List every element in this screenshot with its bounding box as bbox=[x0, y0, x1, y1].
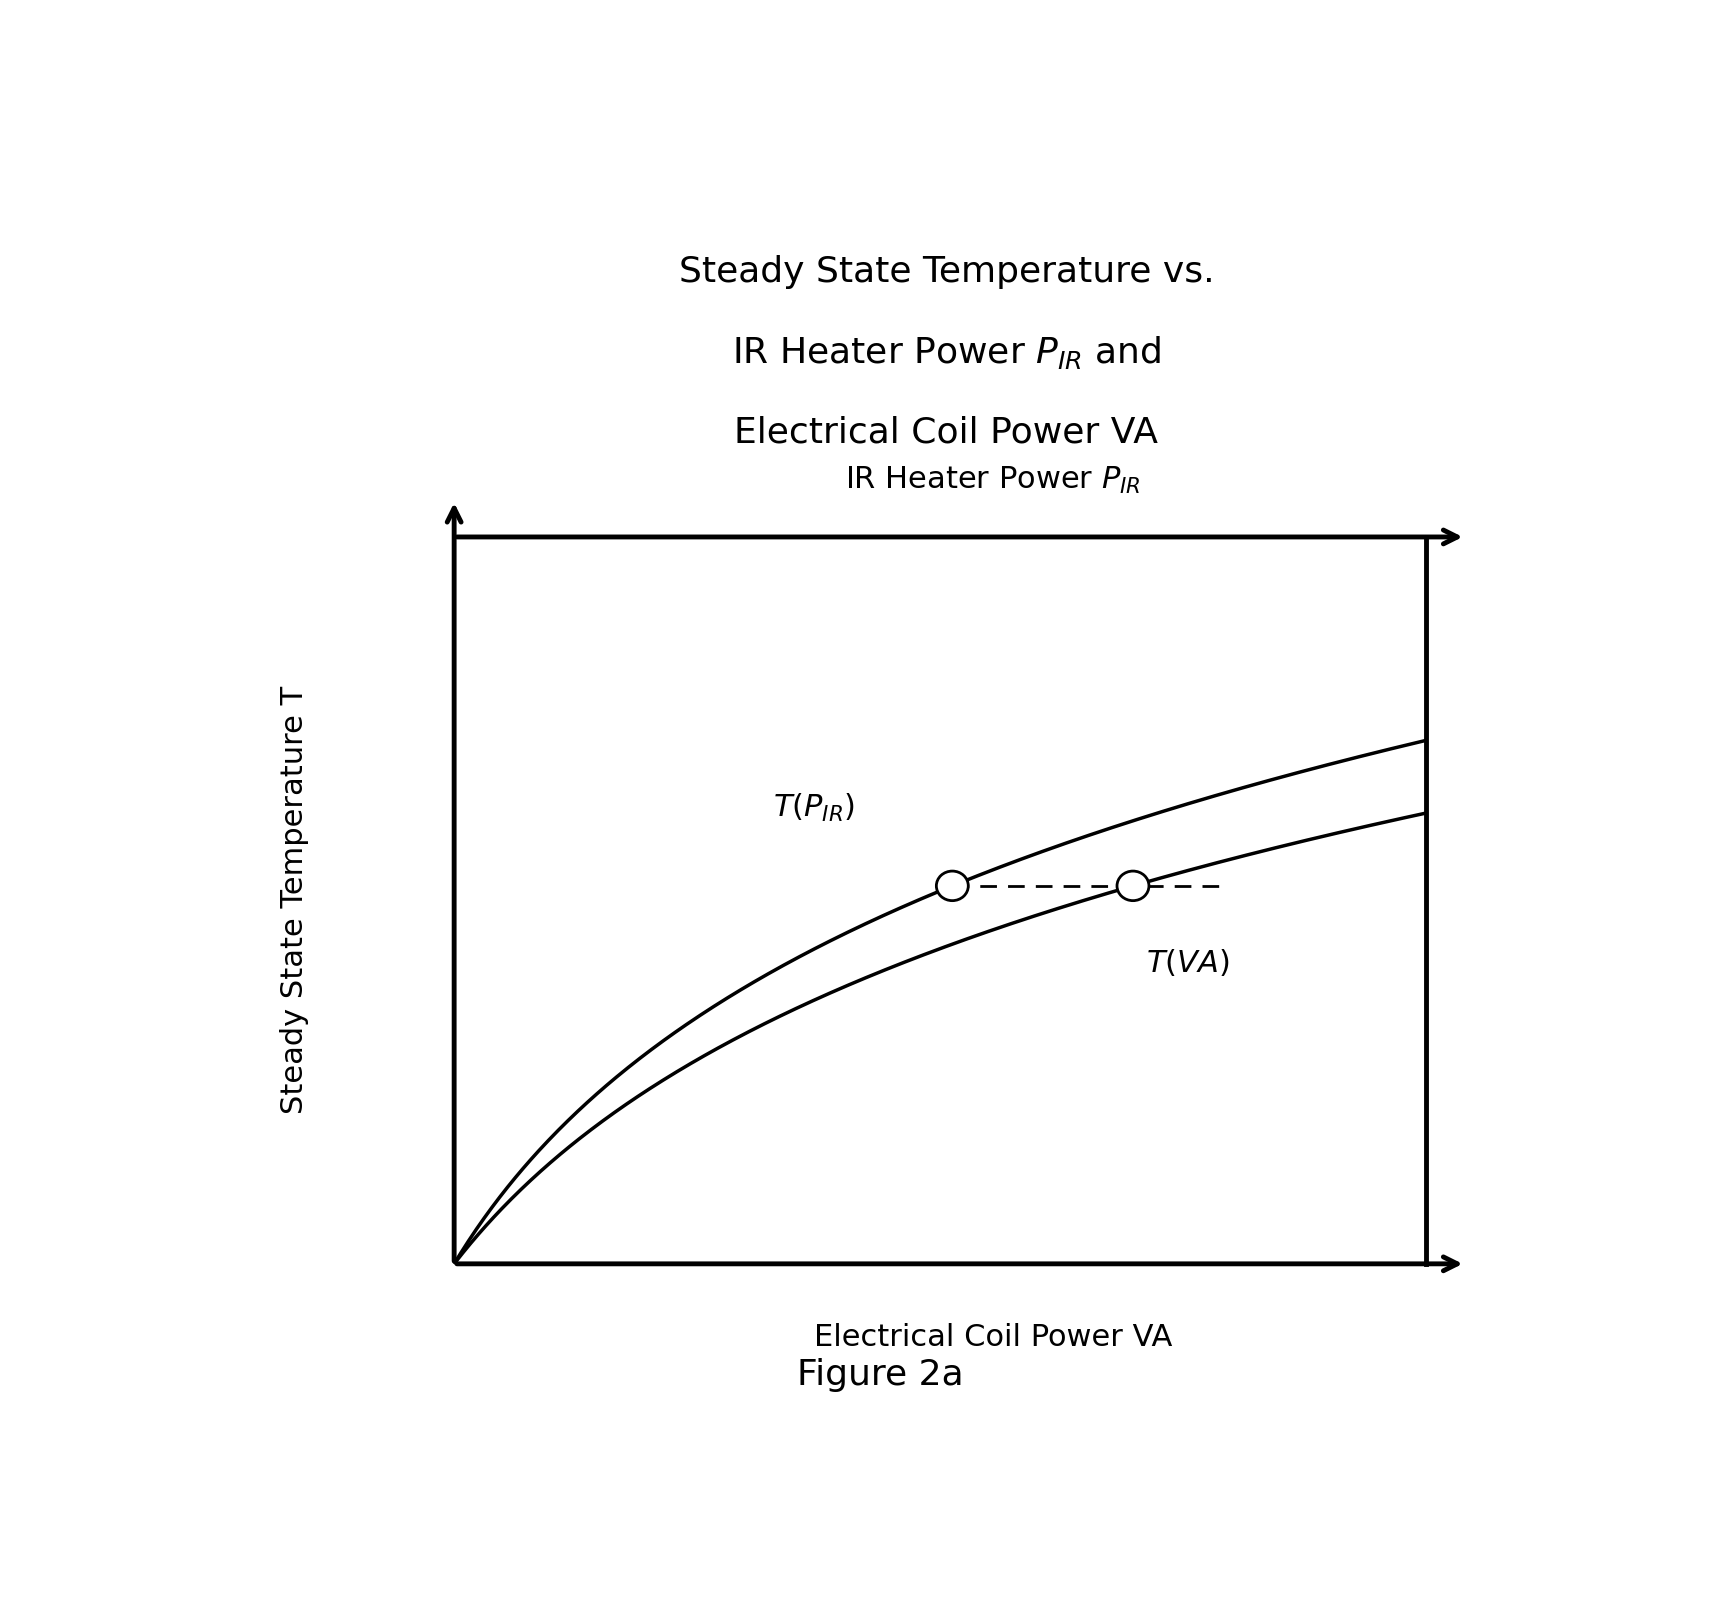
Text: Figure 2a: Figure 2a bbox=[797, 1358, 963, 1392]
Text: $T(VA)$: $T(VA)$ bbox=[1147, 947, 1229, 978]
Text: IR Heater Power $P_{IR}$ and: IR Heater Power $P_{IR}$ and bbox=[731, 334, 1161, 371]
Text: Electrical Coil Power VA: Electrical Coil Power VA bbox=[814, 1323, 1173, 1352]
Circle shape bbox=[936, 870, 968, 901]
Text: Electrical Coil Power VA: Electrical Coil Power VA bbox=[735, 416, 1159, 450]
Text: IR Heater Power $P_{IR}$: IR Heater Power $P_{IR}$ bbox=[845, 464, 1140, 496]
Text: $T(P_{IR})$: $T(P_{IR})$ bbox=[773, 792, 855, 824]
Circle shape bbox=[1118, 870, 1149, 901]
Text: Steady State Temperature T: Steady State Temperature T bbox=[280, 686, 309, 1115]
Text: Steady State Temperature vs.: Steady State Temperature vs. bbox=[678, 254, 1214, 290]
